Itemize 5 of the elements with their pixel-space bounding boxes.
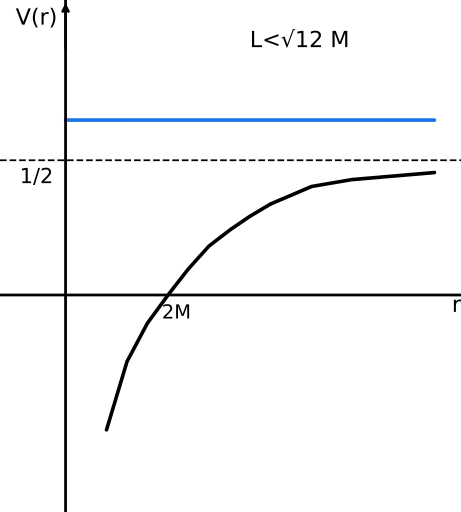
y-axis-title: V(r): [16, 8, 56, 28]
x-axis-title: r: [454, 299, 461, 312]
ref-line-label: 1/2: [22, 168, 52, 186]
annotation: 2M: [163, 304, 190, 319]
chart-title: L<√12 M: [252, 29, 348, 48]
